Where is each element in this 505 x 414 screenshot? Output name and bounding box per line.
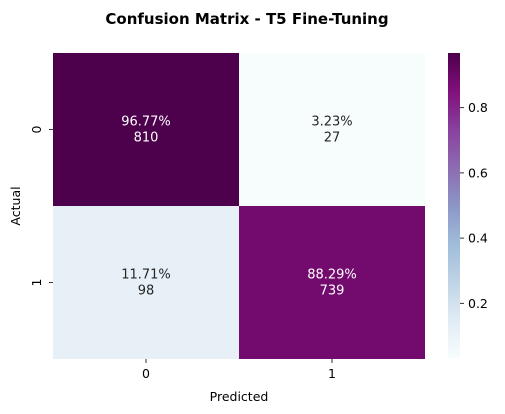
cell-percent-0-0: 96.77% — [121, 115, 171, 130]
colorbar-tick-label-0: 0.2 — [468, 296, 488, 311]
cell-count-1-1: 739 — [320, 284, 345, 299]
y-axis-ticks: 01 — [29, 125, 53, 286]
y-axis-label: Actual — [8, 186, 23, 225]
x-tick-label-1: 1 — [328, 366, 336, 381]
x-tick-label-0: 0 — [142, 366, 150, 381]
colorbar: 0.2 0.4 0.6 0.8 — [448, 53, 488, 358]
y-tick-label-1: 1 — [29, 279, 44, 287]
chart-title: Confusion Matrix - T5 Fine-Tuning — [105, 10, 388, 28]
colorbar-tick-label-3: 0.8 — [468, 100, 488, 115]
y-tick-label-0: 0 — [29, 125, 44, 133]
cell-count-1-0: 98 — [138, 284, 155, 299]
colorbar-gradient — [448, 53, 460, 358]
cell-count-0-1: 27 — [324, 131, 341, 146]
heatmap-cell-0-1 — [239, 53, 425, 206]
colorbar-tick-label-2: 0.6 — [468, 165, 488, 180]
heatmap-cell-0-0 — [53, 53, 239, 206]
heatmap-cells: 96.77%810 3.23%27 11.71%98 88.29%739 — [53, 53, 425, 359]
heatmap-cell-1-1 — [239, 206, 425, 359]
cell-percent-1-1: 88.29% — [307, 268, 357, 283]
cell-percent-0-1: 3.23% — [311, 115, 352, 130]
colorbar-tick-label-1: 0.4 — [468, 231, 488, 246]
heatmap-cell-1-0 — [53, 206, 239, 359]
cell-count-0-0: 810 — [134, 131, 159, 146]
cell-percent-1-0: 11.71% — [121, 268, 171, 283]
x-axis-label: Predicted — [210, 389, 269, 404]
